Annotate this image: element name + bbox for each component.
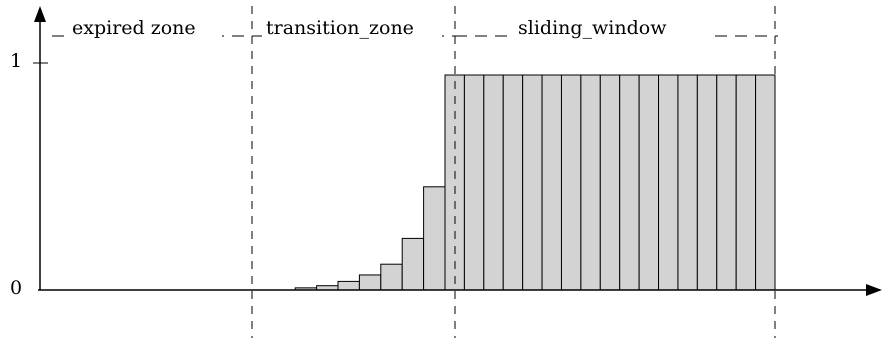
window-bar	[638, 74, 660, 291]
window-bar	[580, 74, 601, 291]
window-bar	[560, 74, 582, 291]
window-bar	[735, 74, 757, 291]
window-bar	[444, 74, 465, 291]
window-bar	[619, 74, 640, 291]
window-bar	[502, 74, 524, 291]
window-bar	[716, 74, 737, 291]
window-bar	[463, 74, 485, 291]
window-bar	[522, 74, 543, 291]
transition-bar	[401, 237, 425, 291]
window-bar	[696, 74, 718, 291]
bars-group	[294, 74, 776, 291]
window-bar	[599, 74, 621, 291]
y-label-0: 0	[10, 277, 22, 299]
window-bar	[483, 74, 504, 291]
transition-bar	[358, 274, 382, 291]
window-bar	[658, 74, 679, 291]
zone-label-bg-window	[514, 16, 710, 40]
window-bar	[541, 74, 562, 291]
zone-label-window: sliding_window	[518, 17, 667, 39]
window-bar	[755, 74, 776, 291]
zone-label-transition: transition_zone	[266, 17, 414, 39]
zone-label-expired: expired zone	[72, 17, 196, 39]
y-label-1: 1	[10, 50, 22, 72]
transition-bar	[380, 263, 403, 291]
transition-bar	[423, 186, 446, 291]
zone-label-bg-expired	[70, 16, 222, 40]
zone-label-bg-transition	[262, 16, 442, 40]
window-bar	[677, 74, 698, 291]
x-axis-arrow	[866, 284, 882, 296]
y-axis-arrow	[34, 6, 46, 22]
transition-bar	[337, 280, 360, 291]
